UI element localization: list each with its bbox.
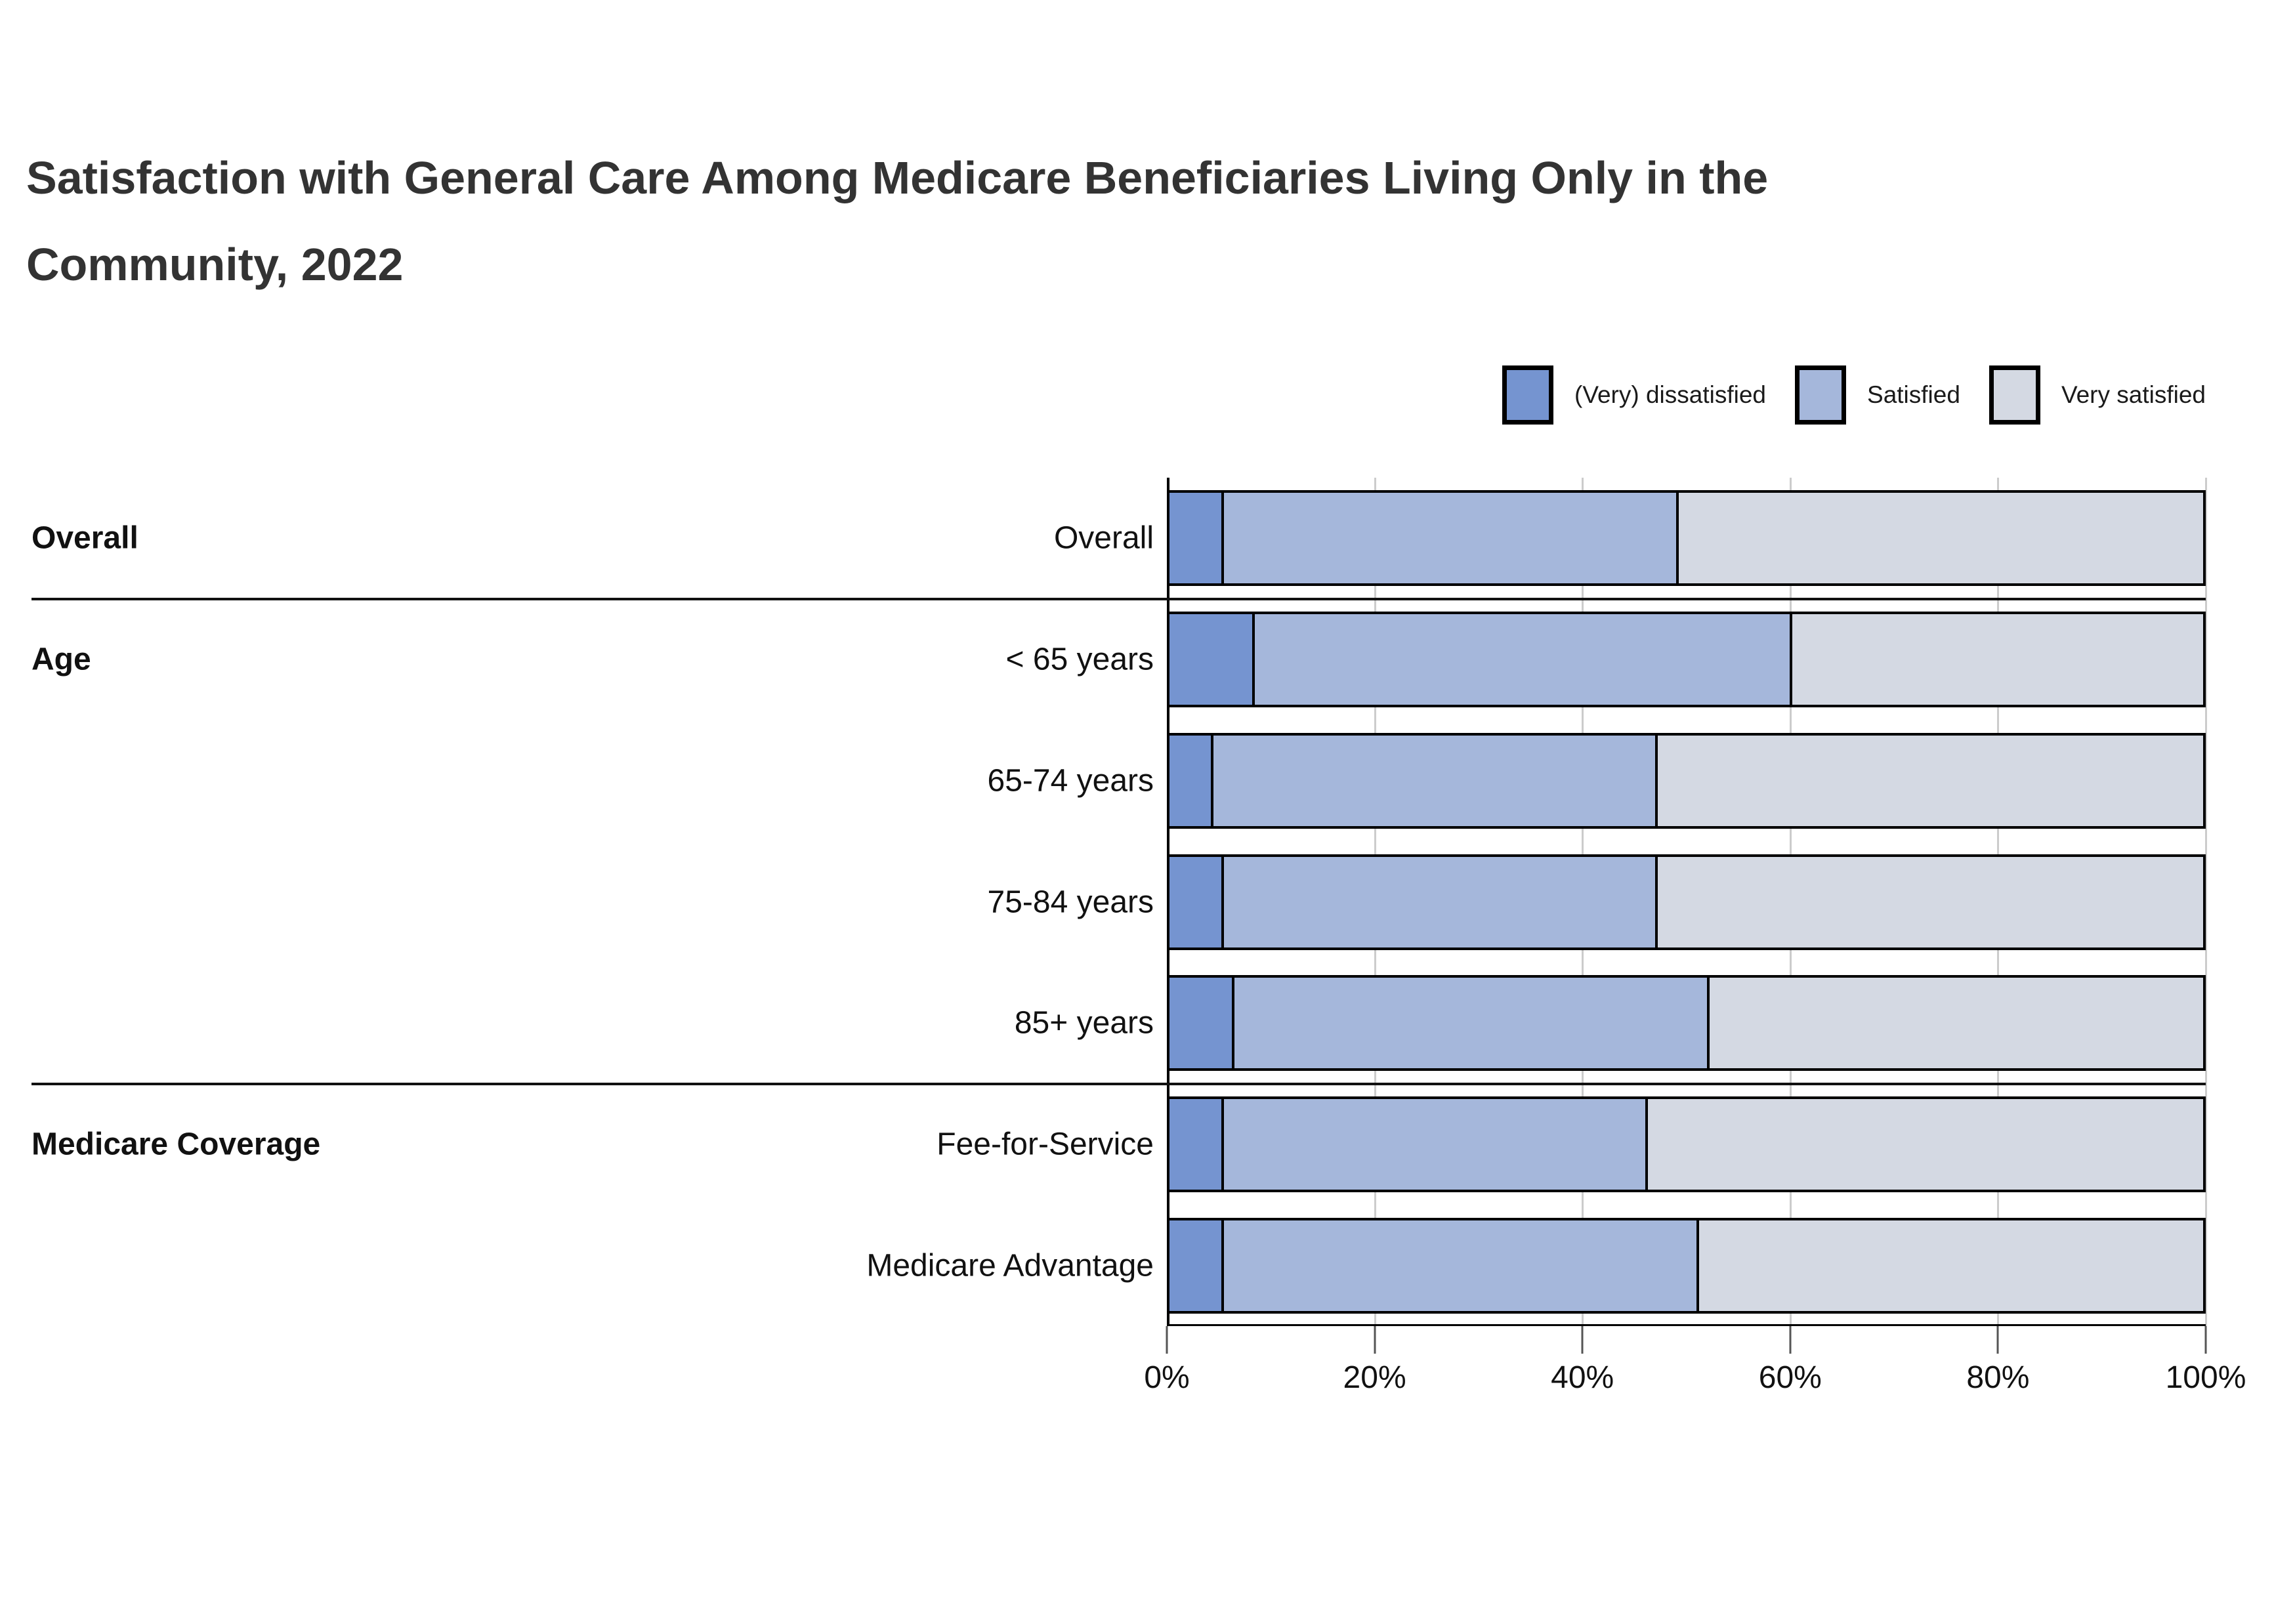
segment-satisfied <box>1252 614 1790 705</box>
legend: (Very) dissatisfied Satisfied Very satisfi… <box>1502 362 2206 428</box>
legend-swatch-icon <box>1502 365 1554 425</box>
row-label: 75-84 years <box>987 885 1154 919</box>
chart-title-line-2: Community, 2022 <box>26 239 404 290</box>
bar--65-years <box>1167 612 2206 708</box>
segment--very-dissatisfied <box>1169 1220 1221 1311</box>
legend-label: Satisfied <box>1867 381 1960 408</box>
x-axis-tick-label: 0% <box>1144 1360 1190 1395</box>
segment--very-dissatisfied <box>1169 856 1221 947</box>
x-axis-tick <box>2204 1326 2207 1354</box>
bar-75-84-years <box>1167 854 2206 950</box>
legend-swatch-icon <box>1795 365 1847 425</box>
gridline <box>2205 478 2207 1326</box>
row-label: Overall <box>1053 520 1154 556</box>
bar-85-years <box>1167 975 2206 1072</box>
segment--very-dissatisfied <box>1169 1098 1221 1190</box>
x-axis-tick <box>1374 1326 1376 1354</box>
chart-title: Satisfaction with General Care Among Med… <box>26 135 1768 308</box>
legend-item--very-dissatisfied: (Very) dissatisfied <box>1502 365 1766 425</box>
legend-item-satisfied: Satisfied <box>1795 365 1960 425</box>
group-separator <box>32 597 2206 600</box>
segment-very-satisfied <box>1645 1098 2203 1190</box>
segment-satisfied <box>1211 735 1656 826</box>
bar-fee-for-service <box>1167 1096 2206 1192</box>
plot-area <box>1167 478 2207 1326</box>
segment-very-satisfied <box>1675 493 2203 584</box>
legend-swatch-icon <box>1989 365 2040 425</box>
segment-satisfied <box>1221 1098 1645 1190</box>
segment--very-dissatisfied <box>1169 493 1221 584</box>
segment-very-satisfied <box>1790 614 2203 705</box>
y-axis-line <box>1167 478 1169 1326</box>
x-axis-tick-label: 20% <box>1343 1360 1406 1395</box>
group-separator <box>32 1082 2206 1085</box>
x-axis-tick-label: 100% <box>2165 1360 2246 1395</box>
bar-65-74-years <box>1167 732 2206 829</box>
legend-label: Very satisfied <box>2061 381 2206 408</box>
bar-medicare-advantage <box>1167 1217 2206 1314</box>
segment-satisfied <box>1221 493 1676 584</box>
segment-satisfied <box>1221 856 1656 947</box>
x-axis-line <box>1167 1324 2206 1326</box>
x-axis-tick <box>1789 1326 1792 1354</box>
segment-satisfied <box>1221 1220 1697 1311</box>
segment-very-satisfied <box>1696 1220 2203 1311</box>
x-axis-tick-label: 40% <box>1551 1360 1614 1395</box>
x-axis-tick <box>1581 1326 1584 1354</box>
row-label: 65-74 years <box>987 763 1154 799</box>
chart-title-line-1: Satisfaction with General Care Among Med… <box>26 152 1769 203</box>
x-axis-tick <box>1996 1326 1999 1354</box>
row-label: 85+ years <box>1014 1005 1154 1041</box>
x-axis-tick-label: 60% <box>1758 1360 1822 1395</box>
bar-overall <box>1167 490 2206 587</box>
segment-satisfied <box>1231 978 1707 1069</box>
row-label: Fee-for-Service <box>937 1127 1154 1162</box>
x-axis-tick <box>1166 1326 1168 1354</box>
legend-item-very-satisfied: Very satisfied <box>1989 365 2206 425</box>
segment--very-dissatisfied <box>1169 978 1232 1069</box>
segment-very-satisfied <box>1707 978 2203 1069</box>
segment--very-dissatisfied <box>1169 614 1252 705</box>
segment--very-dissatisfied <box>1169 735 1211 826</box>
group-label-overall: Overall <box>32 520 138 556</box>
row-label: < 65 years <box>1005 642 1154 677</box>
group-label-age: Age <box>32 642 91 677</box>
group-label-medicare-coverage: Medicare Coverage <box>32 1127 321 1162</box>
x-axis-tick-label: 80% <box>1966 1360 2030 1395</box>
segment-very-satisfied <box>1655 735 2203 826</box>
row-label: Medicare Advantage <box>866 1248 1154 1283</box>
legend-label: (Very) dissatisfied <box>1574 381 1767 408</box>
segment-very-satisfied <box>1655 856 2203 947</box>
